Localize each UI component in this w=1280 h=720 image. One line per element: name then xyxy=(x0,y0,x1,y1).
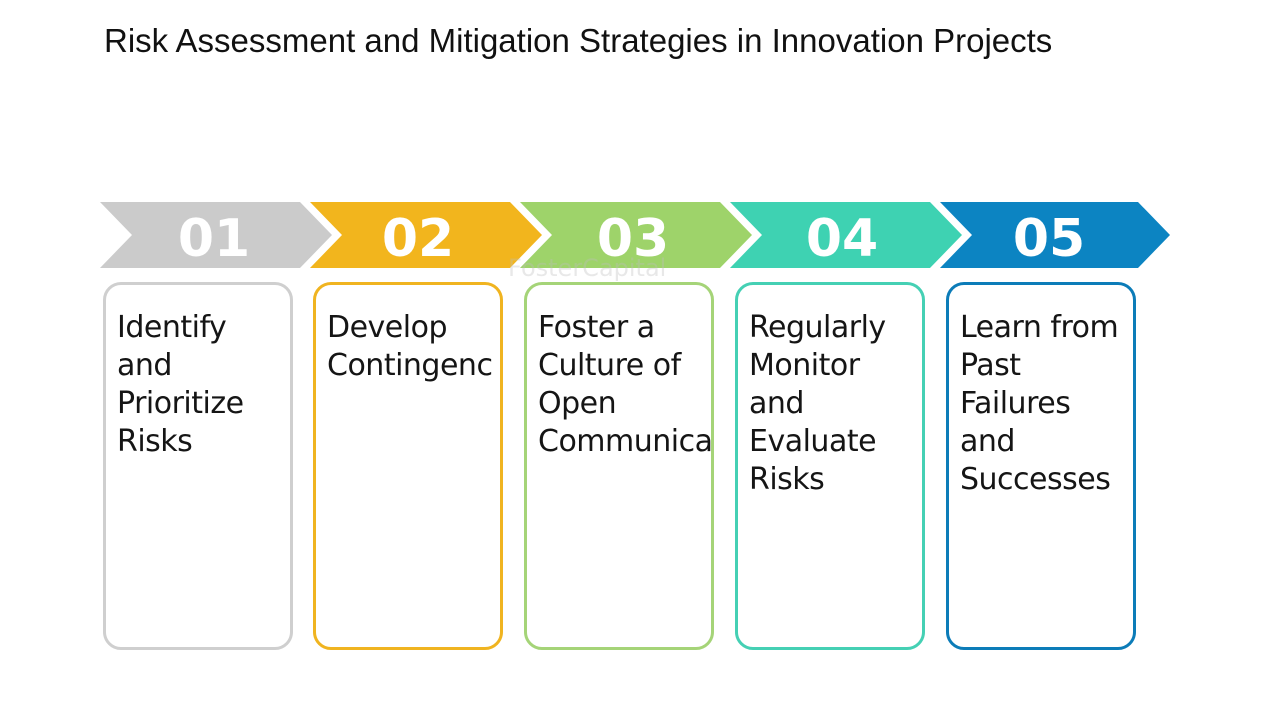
step-number: 04 xyxy=(806,209,878,269)
step-arrow-05: 05 xyxy=(940,202,1170,269)
step-card-01: Identify and Prioritize Risks xyxy=(103,282,293,650)
step-number: 05 xyxy=(1013,209,1085,269)
arrow-shape xyxy=(310,202,542,268)
step-card-text: Foster a Culture of Open Communica xyxy=(538,310,713,459)
arrow-shape xyxy=(100,202,332,268)
step-card-02: Develop Contingenc xyxy=(313,282,503,650)
step-card-03: Foster a Culture of Open Communica xyxy=(524,282,714,650)
arrow-shape xyxy=(730,202,962,268)
arrow-shape xyxy=(940,202,1170,268)
step-arrow-03: 03 xyxy=(520,202,752,269)
step-number: 02 xyxy=(382,209,454,269)
step-arrow-02: 02 xyxy=(310,202,542,269)
step-card-text: Regularly Monitor and Evaluate Risks xyxy=(749,310,886,497)
step-arrow-01: 01 xyxy=(100,202,332,269)
step-card-04: Regularly Monitor and Evaluate Risks xyxy=(735,282,925,650)
step-card-text: Identify and Prioritize Risks xyxy=(117,310,244,459)
step-number: 01 xyxy=(178,209,250,269)
step-card-text: Develop Contingenc xyxy=(327,310,493,383)
arrow-shape xyxy=(520,202,752,268)
page-title: Risk Assessment and Mitigation Strategie… xyxy=(104,22,1053,59)
step-card-05: Learn from Past Failures and Successes xyxy=(946,282,1136,650)
step-arrow-04: 04 xyxy=(730,202,962,269)
watermark: FosterCapital xyxy=(508,254,667,282)
step-arrows: 01 02 03 04 05 xyxy=(100,202,1170,269)
step-number: 03 xyxy=(597,209,669,269)
step-card-text: Learn from Past Failures and Successes xyxy=(960,310,1119,497)
